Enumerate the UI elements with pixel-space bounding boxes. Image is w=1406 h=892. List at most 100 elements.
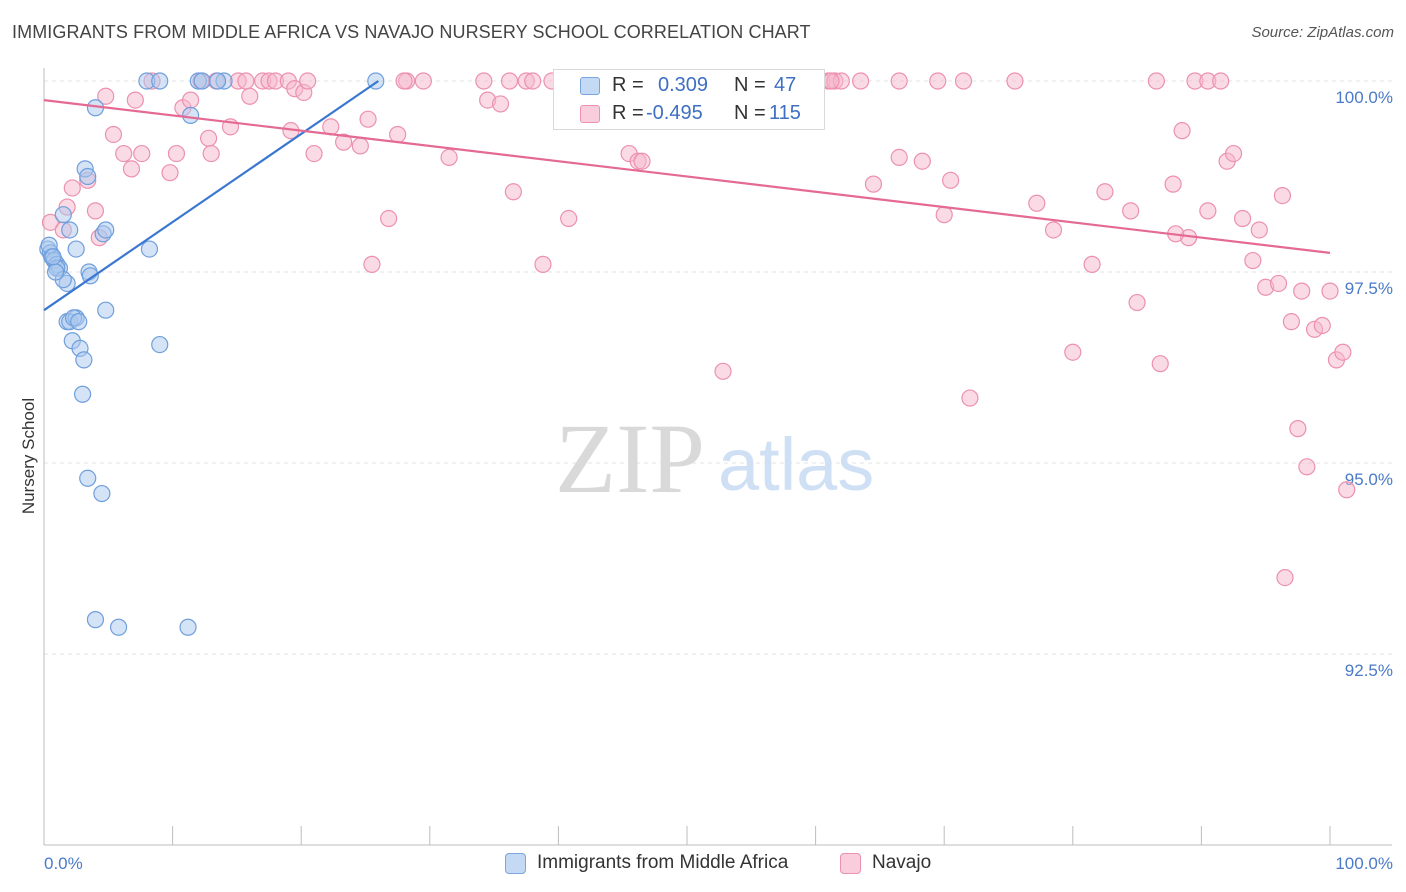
point-immigrants [70,313,88,331]
point-navajo [1147,72,1165,90]
point-navajo [1282,313,1301,331]
point-navajo [929,72,947,90]
point-navajo [389,125,407,144]
legend-n-label: N = [734,74,766,96]
point-navajo [414,72,432,90]
bottom-legend-swatch-blue [505,853,526,874]
point-navajo [475,72,493,90]
point-navajo [86,202,105,220]
legend-r-value-pink: -0.495 [646,102,703,124]
point-navajo [1128,293,1146,312]
point-navajo [380,209,398,228]
legend-r-label: R = [612,74,644,96]
legend-swatch-blue [580,77,600,95]
watermark: ZIP atlas [555,403,874,514]
legend-n-label: N = [734,102,766,124]
point-navajo [1044,221,1063,239]
point-navajo [500,72,519,90]
point-immigrants [97,301,115,319]
y-axis-label: Nursery School [19,398,38,514]
trend-line-navajo [43,99,1331,254]
point-navajo [182,91,200,109]
x-tick-label-0: 0.0% [44,854,83,873]
y-tick-label-2: 95.0% [1345,470,1393,489]
watermark-atlas: atlas [718,423,874,506]
point-navajo [1199,202,1217,220]
point-navajo [440,148,458,166]
point-navajo [954,72,973,90]
bottom-legend-label-pink: Navajo [872,852,932,873]
point-navajo [335,133,353,151]
point-immigrants [61,221,79,239]
series-immigrants-middle-africa [39,72,385,636]
point-immigrants [81,267,99,285]
point-immigrants [67,240,85,258]
point-navajo [1164,175,1182,193]
point-navajo [534,255,552,273]
point-navajo [1269,274,1288,293]
point-immigrants [79,167,97,186]
point-immigrants [140,240,159,258]
point-navajo [1273,187,1292,205]
bottom-legend-swatch-pink [840,853,861,874]
legend-n-value-pink: 115 [769,102,801,124]
point-navajo [504,183,522,201]
legend-swatch-pink [580,105,600,123]
point-navajo [1224,144,1243,163]
trend-line-immigrants [43,80,379,312]
point-immigrants [54,206,72,224]
point-navajo [1289,420,1307,438]
point-navajo [126,91,144,109]
point-immigrants [151,72,169,90]
point-navajo [395,72,413,90]
point-navajo [822,72,840,90]
watermark-zip: ZIP [555,403,705,514]
point-navajo [133,144,151,163]
x-tick-label-1: 100.0% [1335,854,1393,873]
point-navajo [524,72,542,90]
point-navajo [104,125,123,144]
point-navajo [1321,282,1339,300]
point-navajo [1276,568,1294,587]
point-navajo [299,72,317,90]
point-immigrants [97,221,115,239]
point-immigrants [75,351,93,369]
point-navajo [1173,122,1191,140]
point-navajo [41,213,60,231]
point-immigrants [93,484,111,503]
tick-labels: 100.0% 97.5% 95.0% 92.5% 0.0% 100.0% [44,88,1393,873]
point-navajo [122,160,141,178]
point-navajo [1096,183,1114,201]
source-credit: Source: ZipAtlas.com [1251,24,1394,41]
point-navajo [363,255,381,273]
point-navajo [63,179,81,197]
point-immigrants [73,385,92,403]
point-navajo [200,129,218,147]
y-tick-label-1: 97.5% [1345,279,1393,298]
point-immigrants [209,72,227,90]
point-navajo [1244,251,1262,270]
point-navajo [1083,255,1101,273]
point-navajo [1250,221,1268,239]
point-navajo [1028,194,1046,212]
point-navajo [961,389,979,407]
point-navajo [1122,202,1140,220]
point-navajo [167,144,186,163]
point-navajo [351,137,369,155]
point-navajo [1151,355,1169,373]
point-immigrants [109,618,128,636]
axes [43,68,1392,846]
point-immigrants [46,263,65,281]
legend-row-blue: R = 0.309 N = 47 [554,73,824,101]
point-navajo [890,148,908,166]
point-navajo [97,87,115,105]
legend-row-pink: R = -0.495 N = 115 [554,101,824,129]
point-navajo [633,152,651,170]
point-navajo [1313,316,1331,335]
legend-r-label: R = [612,102,644,124]
point-navajo [1233,209,1252,228]
bottom-legend-label-blue: Immigrants from Middle Africa [537,852,789,873]
legend-r-value-blue: 0.309 [658,74,709,96]
y-tick-label-3: 92.5% [1345,661,1393,680]
